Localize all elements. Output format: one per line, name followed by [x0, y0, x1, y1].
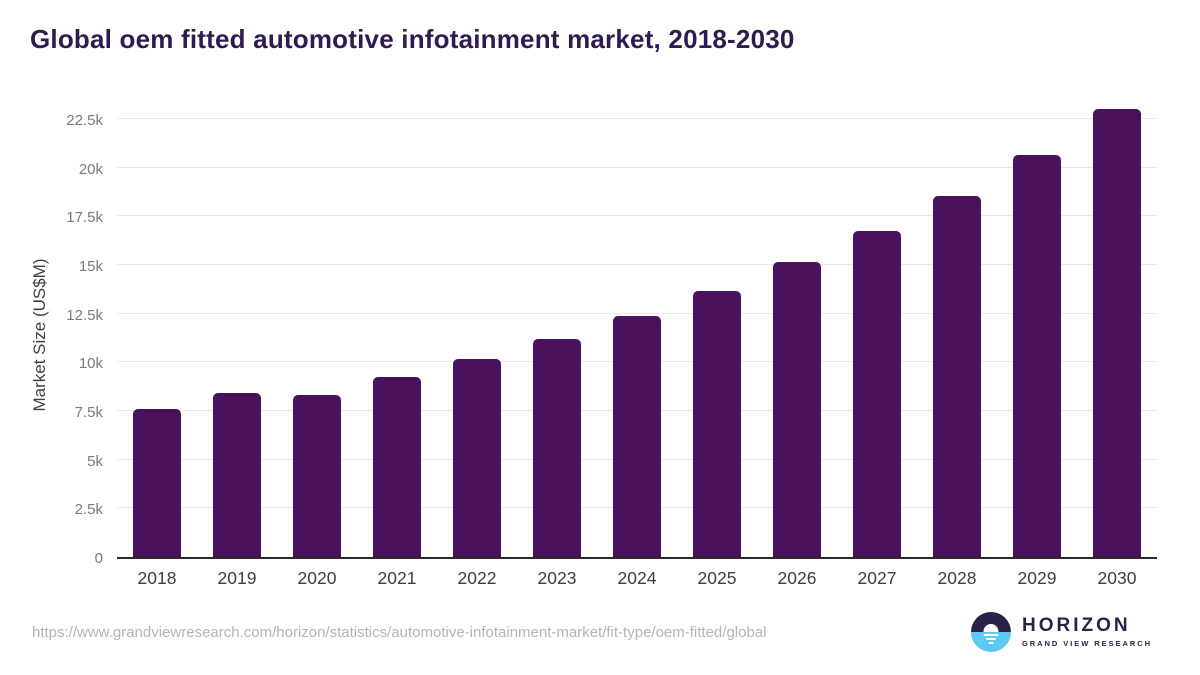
bar-2023	[533, 338, 581, 557]
x-tick-label: 2024	[617, 568, 657, 588]
bar-2029	[1013, 155, 1061, 557]
bar-2028	[933, 195, 981, 557]
x-tick-label: 2018	[137, 568, 177, 588]
y-tick-label: 2.5k	[74, 501, 103, 519]
bar-2025	[693, 290, 741, 557]
x-tick-label: 2019	[217, 568, 257, 588]
gridline	[117, 215, 1157, 217]
bar-slot	[517, 111, 597, 557]
bar-series	[117, 109, 1157, 557]
gridline	[117, 118, 1157, 119]
x-tick-label: 2025	[697, 568, 737, 588]
bar-slot	[837, 111, 917, 557]
x-tick-label: 2021	[377, 568, 417, 588]
logo-tagline: GRAND VIEW RESEARCH	[1022, 638, 1152, 648]
gridline	[117, 312, 1157, 314]
bar-2022	[453, 358, 501, 557]
bar-2027	[853, 231, 901, 557]
y-tick-label: 5k	[87, 452, 103, 470]
logo-text: HORIZON GRAND VIEW RESEARCH	[1022, 615, 1152, 648]
bar-slot	[757, 111, 837, 557]
logo-reflection-line	[983, 634, 999, 636]
y-tick-label: 15k	[78, 258, 103, 275]
x-tick-label: 2022	[457, 568, 497, 588]
bar-slot	[677, 111, 757, 557]
x-axis-tick-labels: 2018 2019 2020 2021 2022 2023 2024 2025 2026 2027…	[117, 568, 1157, 589]
x-tick-label: 2027	[857, 568, 897, 588]
chart-title: Global oem fitted automotive infotainmen…	[30, 24, 795, 54]
y-tick-label: 12.5k	[66, 306, 103, 324]
bar-2018	[133, 409, 181, 557]
gridline	[117, 264, 1157, 265]
bar-slot	[437, 111, 517, 557]
bar-2020	[293, 395, 341, 557]
bar-slot	[277, 111, 357, 557]
bar-2030	[1093, 109, 1141, 557]
y-tick-label: 22.5k	[66, 112, 103, 129]
bar-slot	[117, 111, 197, 557]
x-tick-label: 2026	[777, 568, 817, 588]
bar-2019	[213, 392, 261, 557]
bar-2026	[773, 262, 821, 557]
logo-name: HORIZON	[1022, 615, 1131, 637]
x-tick-label: 2030	[1097, 568, 1137, 588]
bar-slot	[1077, 109, 1157, 557]
y-tick-label: 17.5k	[66, 209, 103, 227]
y-tick-label: 20k	[78, 160, 103, 178]
source-url: https://www.grandviewresearch.com/horizo…	[32, 624, 767, 641]
logo-reflection-line	[986, 638, 997, 640]
bar-slot	[357, 111, 437, 557]
bar-slot	[197, 111, 277, 557]
y-axis-tick-labels: 0 2.5k 5k 7.5k 10k 12.5k 15k 17.5k 20k 22.5k	[0, 111, 103, 567]
y-tick-label: 7.5k	[74, 404, 103, 421]
gridline	[117, 166, 1157, 168]
bar-2021	[373, 376, 421, 557]
bar-slot	[917, 111, 997, 557]
x-tick-label: 2020	[297, 568, 337, 588]
x-tick-label: 2029	[1017, 568, 1057, 588]
horizon-logo: HORIZON GRAND VIEW RESEARCH	[971, 612, 1152, 652]
y-tick-label: 0	[94, 550, 103, 567]
logo-reflection-line	[988, 642, 994, 644]
logo-sun-hole	[983, 624, 999, 632]
plot-area	[117, 109, 1157, 559]
x-tick-label: 2023	[537, 568, 577, 588]
horizon-logo-icon	[971, 612, 1012, 652]
y-tick-label: 10k	[78, 355, 103, 373]
bar-2024	[613, 316, 661, 557]
bar-slot	[597, 111, 677, 557]
bar-slot	[997, 111, 1077, 557]
x-tick-label: 2028	[937, 568, 977, 588]
